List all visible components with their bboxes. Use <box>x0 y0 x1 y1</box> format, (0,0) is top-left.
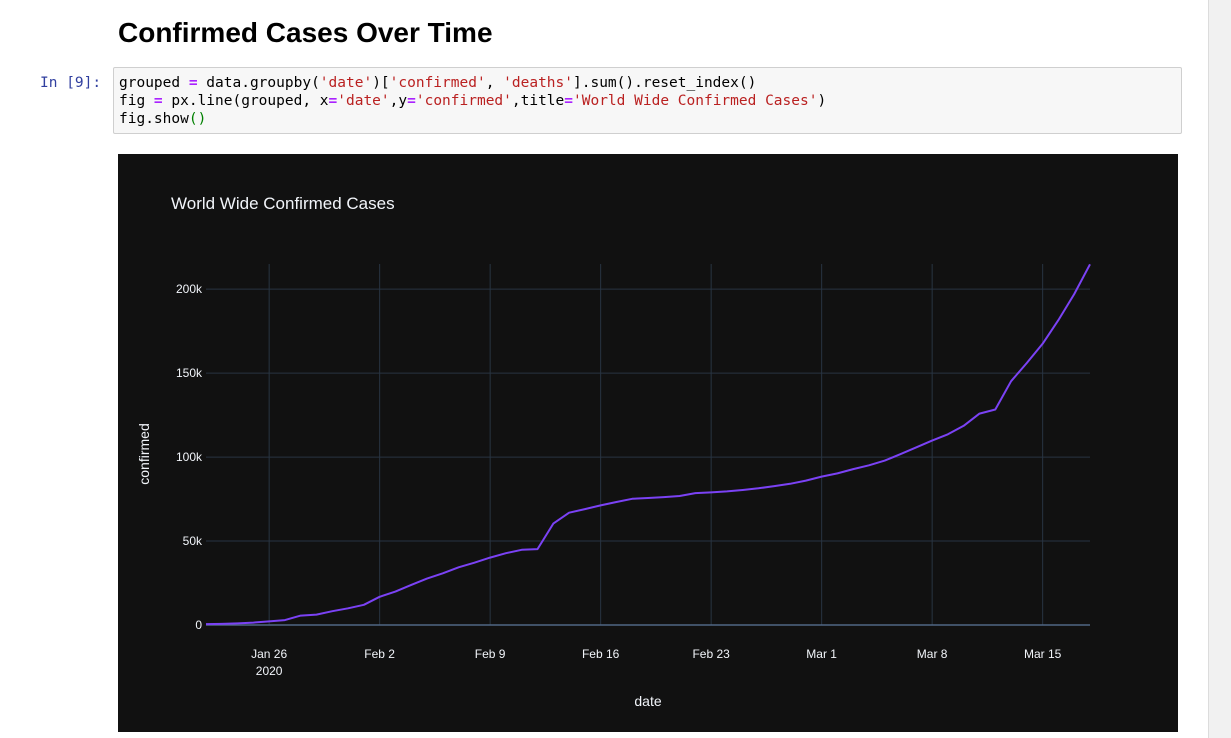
code-token: )[ <box>372 75 390 91</box>
code-token: px.line(grouped, x <box>162 93 329 109</box>
code-editor[interactable]: grouped = data.groupby('date')['confirme… <box>119 74 826 128</box>
code-line: fig.show() <box>119 111 206 127</box>
code-token: ,y <box>389 93 408 109</box>
x-tick-label: Jan 26 <box>251 647 287 661</box>
x-tick-label: Feb 2 <box>364 647 395 661</box>
y-tick-label: 100k <box>176 450 203 464</box>
code-token: , <box>485 75 504 91</box>
code-token: ) <box>817 93 827 109</box>
y-tick-label: 150k <box>176 366 203 380</box>
x-tick-year-label: 2020 <box>256 664 283 678</box>
x-axis-title: date <box>634 693 661 709</box>
cell-prompt: In [9]: <box>40 75 102 91</box>
code-token: 'confirmed' <box>389 75 486 91</box>
code-token: = <box>564 93 574 109</box>
code-token: = <box>188 75 198 91</box>
code-token: () <box>188 111 207 127</box>
code-line: grouped = data.groupby('date')['confirme… <box>119 75 756 91</box>
x-tick-label: Feb 9 <box>475 647 506 661</box>
section-heading: Confirmed Cases Over Time <box>118 17 493 48</box>
y-tick-label: 50k <box>183 534 203 548</box>
chart-title: World Wide Confirmed Cases <box>171 194 395 213</box>
code-token: 'World Wide Confirmed Cases' <box>573 93 818 109</box>
code-token: fig <box>119 93 154 109</box>
x-tick-label: Mar 1 <box>806 647 837 661</box>
code-token: fig.show <box>119 111 189 127</box>
code-token: data.groupby( <box>197 75 320 91</box>
plotly-figure[interactable]: 0 50k 100k 150k 200k Jan 26 Feb 2 Feb 9 Feb 16 Fe… <box>118 154 1178 732</box>
x-tick-label: Mar 8 <box>917 647 948 661</box>
page-scrollbar[interactable] <box>1208 0 1231 738</box>
code-token: grouped <box>119 75 189 91</box>
plot-background <box>118 154 1178 732</box>
line-chart[interactable]: 0 50k 100k 150k 200k Jan 26 Feb 2 Feb 9 Feb 16 Fe… <box>118 154 1178 732</box>
x-tick-label: Feb 23 <box>692 647 730 661</box>
code-token: 'confirmed' <box>415 93 512 109</box>
x-tick-label: Feb 16 <box>582 647 620 661</box>
x-tick-label: Mar 15 <box>1024 647 1062 661</box>
code-token: = <box>407 93 416 109</box>
code-token: = <box>153 93 163 109</box>
code-token: = <box>328 93 338 109</box>
code-token: ,title <box>511 93 565 109</box>
series-line-confirmed[interactable] <box>205 263 1091 626</box>
code-token: ].sum().reset_index() <box>573 75 757 91</box>
code-token: 'deaths' <box>503 75 573 91</box>
y-tick-label: 0 <box>195 618 202 632</box>
code-token: 'date' <box>337 93 390 109</box>
y-tick-label: 200k <box>176 282 203 296</box>
code-cell[interactable]: grouped = data.groupby('date')['confirme… <box>113 67 1182 134</box>
code-line: fig = px.line(grouped, x='date',y='confi… <box>119 93 826 109</box>
code-token: 'date' <box>319 75 373 91</box>
y-axis-title: confirmed <box>136 423 152 484</box>
